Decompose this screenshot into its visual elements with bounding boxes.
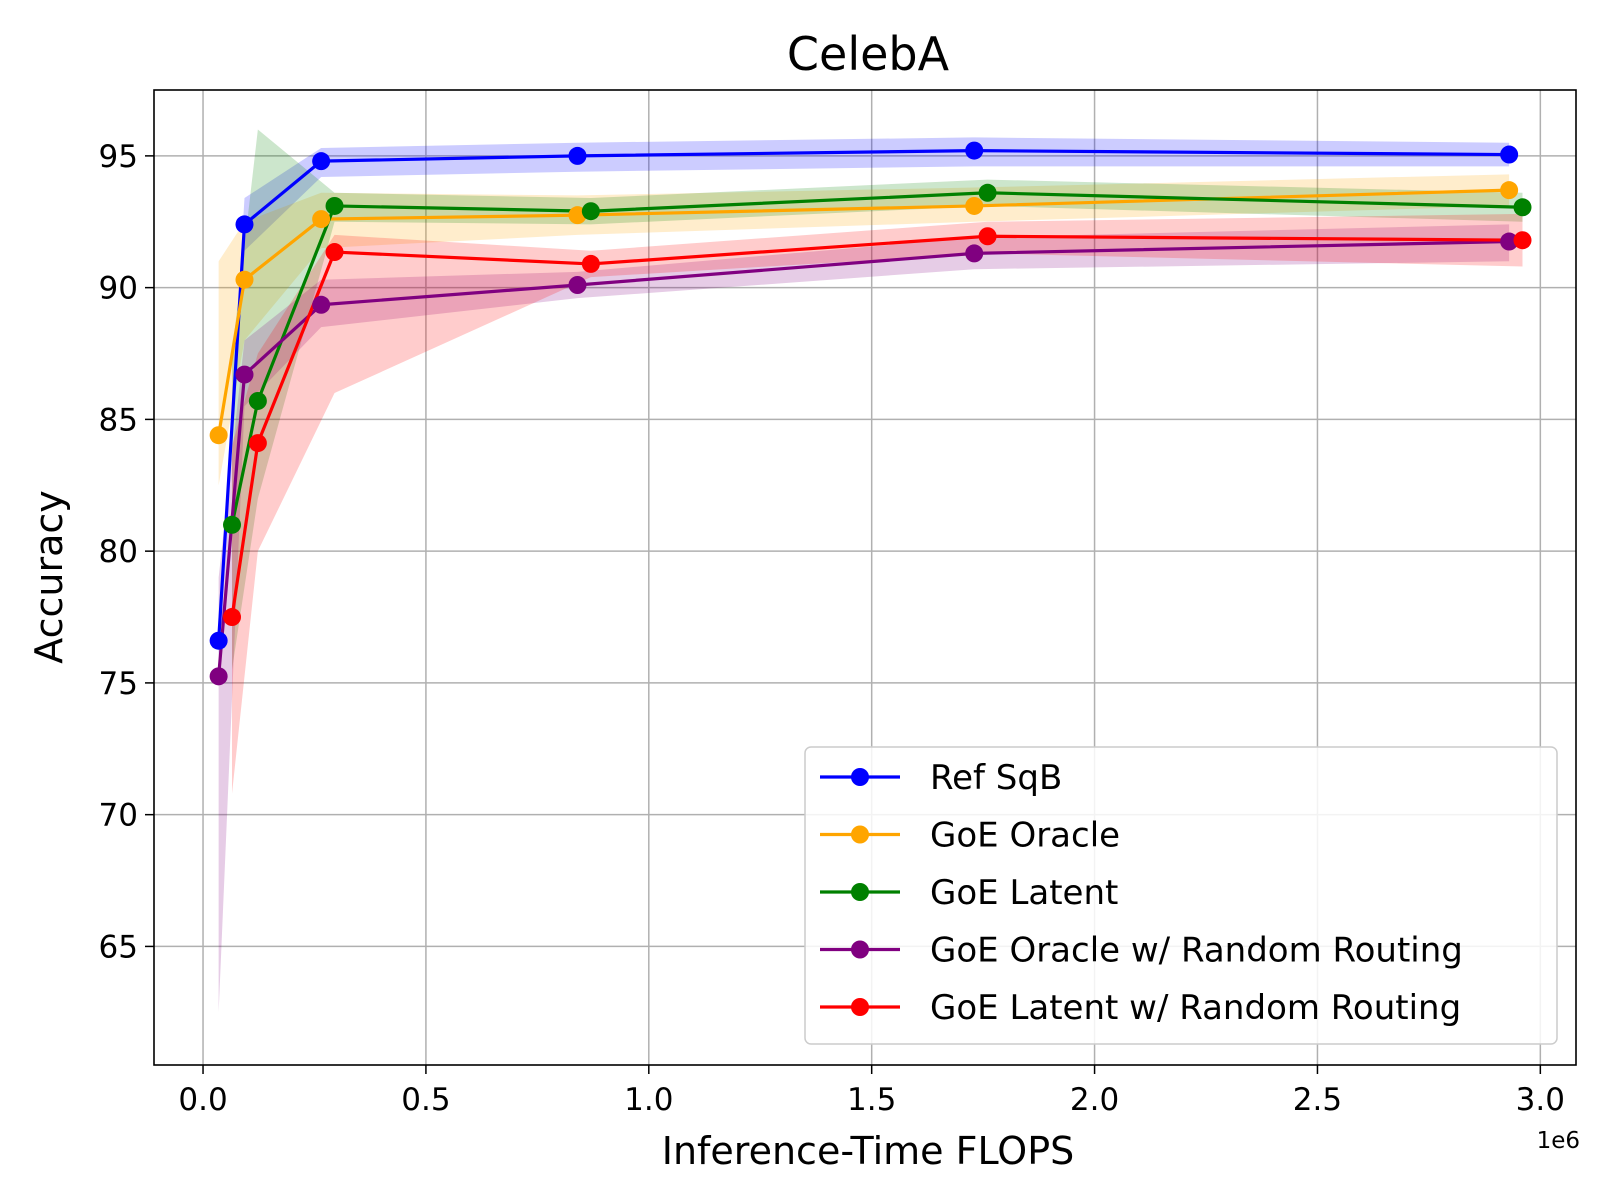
data-point (581, 254, 600, 273)
y-tick-label: 70 (99, 798, 138, 834)
legend-items: Ref SqB GoE Oracle GoE Latent GoE Oracle w/… (820, 758, 1463, 1028)
data-point (978, 227, 997, 246)
y-tick-label: 95 (99, 139, 138, 175)
legend-label: Ref SqB (930, 758, 1062, 798)
confidence-band (232, 213, 1523, 794)
legend-marker (851, 883, 869, 901)
legend-label: GoE Latent (930, 873, 1118, 913)
data-point (248, 434, 267, 453)
data-point (325, 196, 344, 215)
x-tick-label: 0.5 (401, 1082, 450, 1118)
legend-marker (851, 825, 869, 844)
x-tick-label: 2.5 (1293, 1082, 1342, 1118)
legend-box (804, 746, 1558, 1045)
legend-label: GoE Latent w/ Random Routing (930, 988, 1461, 1028)
y-axis-title: Accuracy (27, 490, 71, 664)
x-tick-label: 3.0 (1516, 1082, 1565, 1118)
data-point (209, 631, 228, 650)
data-point (568, 276, 587, 294)
data-point (312, 210, 331, 229)
series-line (217, 188, 1510, 436)
x-tick-label: 1.0 (624, 1082, 673, 1118)
legend-marker (851, 940, 869, 959)
series-points (209, 141, 1532, 686)
data-point (235, 365, 254, 384)
series-lines (217, 149, 1523, 677)
x-axis-title: Inference-Time FLOPS (662, 1129, 1075, 1173)
data-point (223, 608, 242, 627)
data-point (1500, 232, 1519, 251)
y-axis-ticks: 65 70 75 80 85 90 95 (99, 139, 154, 965)
chart-title: CelebA (787, 27, 950, 81)
plot-frame (153, 89, 1577, 1066)
data-point (235, 215, 254, 234)
data-point (978, 183, 997, 202)
x-tick-label: 2.0 (1070, 1082, 1119, 1118)
data-point (1500, 145, 1519, 164)
data-point (312, 295, 331, 314)
data-point (1500, 181, 1519, 200)
legend-marker (851, 998, 869, 1016)
legend-marker (851, 768, 869, 786)
legend-label: GoE Oracle (930, 816, 1120, 856)
data-point (965, 196, 984, 215)
y-tick-label: 90 (99, 271, 138, 307)
y-tick-label: 65 (99, 929, 138, 965)
data-point (209, 667, 228, 686)
x-tick-label: 0.0 (178, 1082, 227, 1118)
series-line (217, 149, 1510, 641)
x-axis-offset-label: 1e6 (1537, 1128, 1580, 1154)
series-line (217, 239, 1510, 677)
series-line (230, 191, 1523, 526)
data-point (1513, 231, 1532, 250)
data-point (312, 152, 331, 171)
x-axis-ticks: 0.0 0.5 1.0 1.5 2.0 2.5 3.0 (178, 1065, 1565, 1118)
x-tick-label: 1.5 (847, 1082, 896, 1118)
data-point (1513, 198, 1532, 217)
legend-label: GoE Oracle w/ Random Routing (930, 931, 1463, 971)
series-line (230, 234, 1523, 618)
y-tick-label: 85 (99, 402, 138, 438)
data-point (581, 202, 600, 221)
data-point (965, 244, 984, 263)
grid (154, 90, 1576, 1065)
data-point (235, 270, 254, 289)
y-tick-label: 80 (99, 534, 138, 570)
y-tick-label: 75 (99, 666, 138, 702)
data-point (568, 146, 587, 165)
legend: Ref SqB GoE Oracle GoE Latent GoE Oracle w/… (804, 746, 1558, 1045)
data-point (325, 243, 344, 262)
data-point (209, 426, 228, 445)
data-point (248, 391, 267, 410)
data-point (965, 141, 984, 160)
data-point (223, 515, 242, 534)
